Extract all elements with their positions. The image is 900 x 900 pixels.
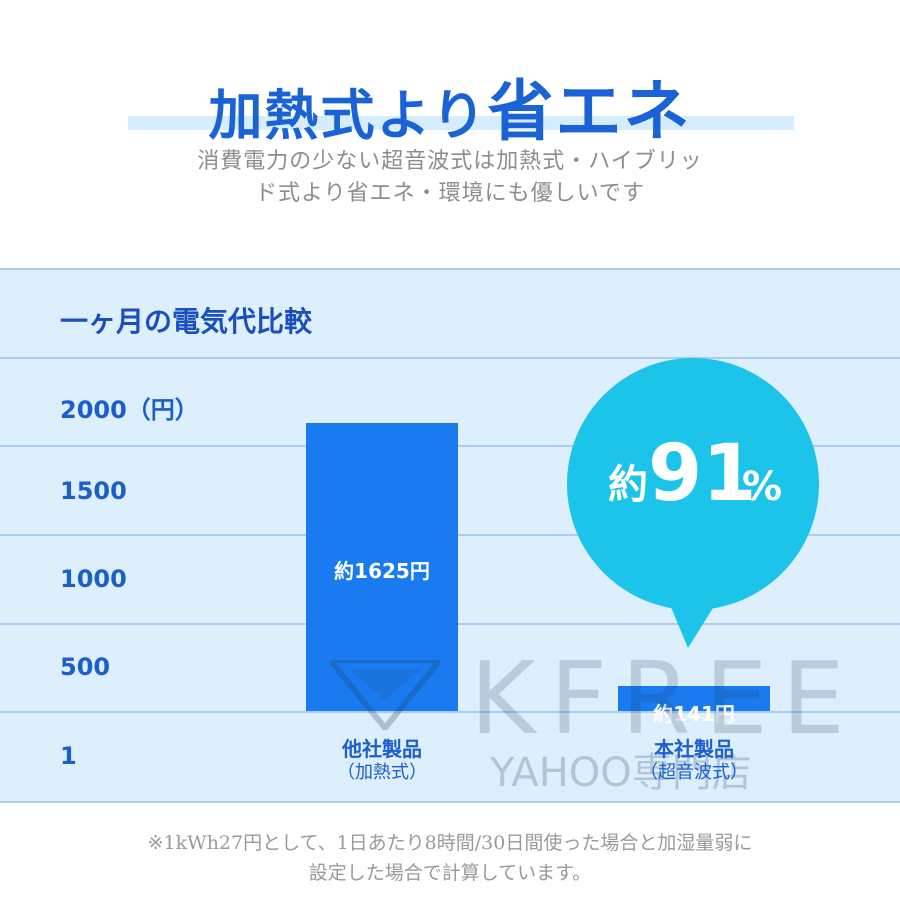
watermark-store: YAHOO専門店 bbox=[490, 750, 752, 796]
page-title: 加熱式より省エネ bbox=[0, 58, 900, 154]
grid-line-2000 bbox=[0, 357, 900, 359]
category-sublabel: （超音波式） bbox=[640, 762, 748, 783]
y-tick-label: 2000（円） bbox=[60, 396, 199, 424]
bar-other-product bbox=[306, 423, 458, 711]
grid-line-baseline bbox=[0, 711, 900, 713]
y-tick-label: 1000 bbox=[60, 565, 127, 593]
footnote: ※1kWh27円として、1日あたり8時間/30日間使った場合と加湿量弱に 設定し… bbox=[60, 828, 840, 888]
page-subtitle: 消費電力の少ない超音波式は加熱式・ハイブリッ ド式より省エネ・環境にも優しいです bbox=[100, 146, 800, 210]
title-part1: 加熱式より bbox=[208, 83, 488, 147]
category-label-ours: 本社製品 （超音波式） bbox=[618, 737, 770, 785]
subtitle-line1: 消費電力の少ない超音波式は加熱式・ハイブリッ bbox=[197, 149, 703, 174]
footnote-line1: ※1kWh27円として、1日あたり8時間/30日間使った場合と加湿量弱に bbox=[147, 832, 753, 854]
bar-value-label: 約1625円 bbox=[334, 559, 430, 584]
chart-title: 一ヶ月の電気代比較 bbox=[60, 305, 313, 338]
grid-line-bottom bbox=[0, 801, 900, 803]
y-tick-label: 1 bbox=[60, 742, 77, 770]
category-name: 本社製品 bbox=[654, 737, 734, 761]
callout-prefix: 約 bbox=[608, 462, 648, 508]
callout-pointer bbox=[668, 600, 718, 648]
title-underline bbox=[128, 116, 794, 130]
category-label-other: 他社製品 （加熱式） bbox=[306, 737, 458, 785]
callout-number: 91 bbox=[648, 429, 757, 519]
watermark-brand: KFREE bbox=[470, 640, 859, 757]
grid-line-top bbox=[0, 268, 900, 270]
callout-suffix: % bbox=[742, 464, 782, 510]
title-part2: 省エネ bbox=[487, 72, 692, 150]
category-sublabel: （加熱式） bbox=[337, 762, 427, 783]
subtitle-line2: ド式より省エネ・環境にも優しいです bbox=[255, 181, 645, 206]
y-tick-label: 1500 bbox=[60, 477, 127, 505]
callout-circle bbox=[567, 358, 819, 610]
category-name: 他社製品 bbox=[342, 737, 422, 761]
footnote-line2: 設定した場合で計算しています。 bbox=[308, 862, 592, 884]
bar-value-label: 約141円 bbox=[653, 702, 735, 727]
brand-watermark-logo bbox=[330, 660, 440, 730]
bar-our-product bbox=[618, 686, 770, 711]
y-tick-label: 500 bbox=[60, 653, 111, 681]
